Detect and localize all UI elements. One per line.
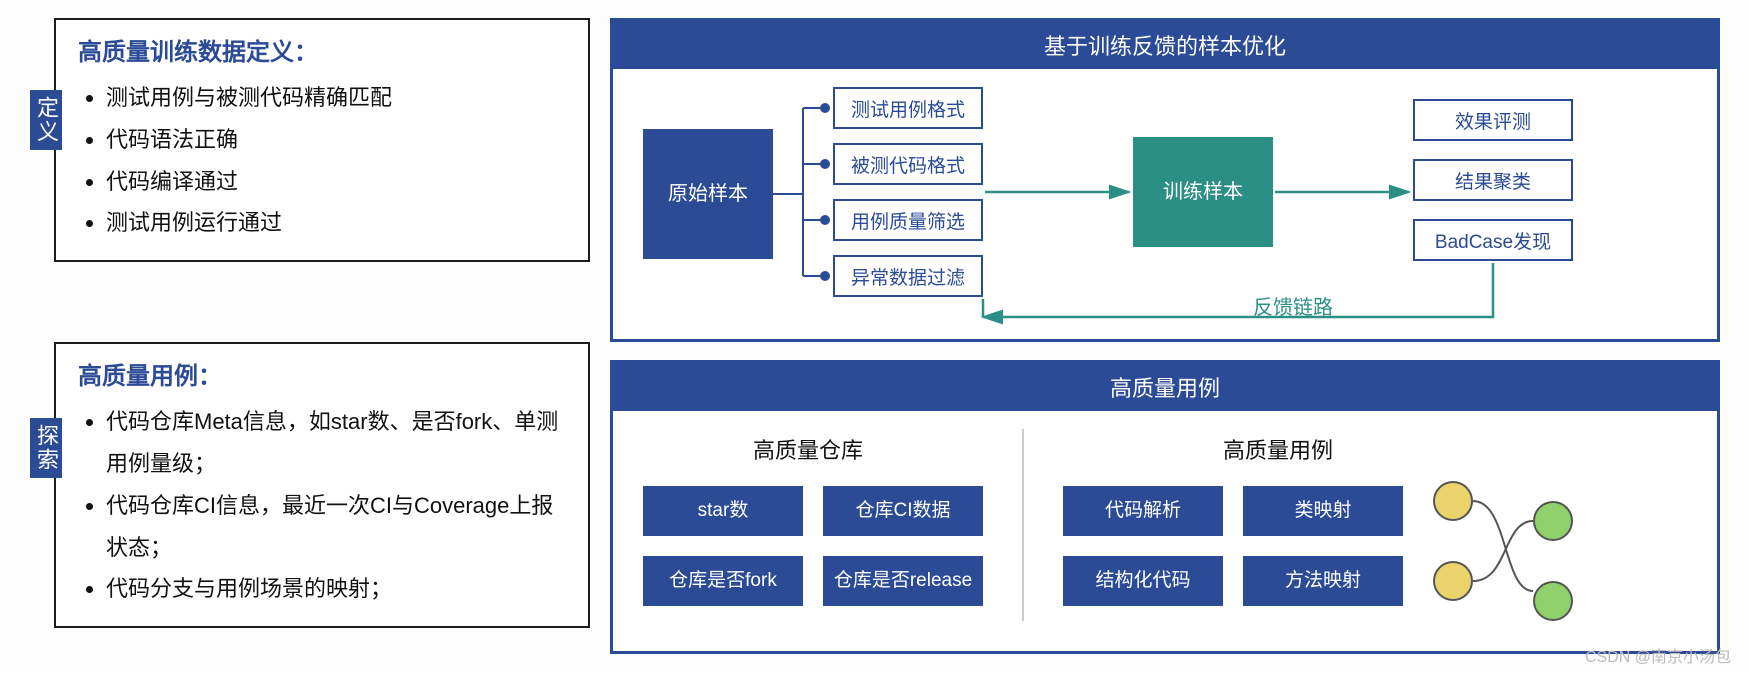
pill-methodmap: 方法映射 <box>1243 556 1403 606</box>
panel-definition-title: 高质量训练数据定义： <box>78 32 566 67</box>
list-item: 代码语法正确 <box>106 119 566 161</box>
node-origin: 原始样本 <box>643 129 773 259</box>
diagram-hq: 高质量仓库 高质量用例 star数 仓库CI数据 仓库是否fork 仓库是否re… <box>613 411 1717 651</box>
section-training-header: 基于训练反馈的样本优化 <box>613 21 1717 69</box>
pill-parse: 代码解析 <box>1063 486 1223 536</box>
subtitle-hq-case: 高质量用例 <box>1223 433 1333 465</box>
pill-ci: 仓库CI数据 <box>823 486 983 536</box>
result-item: 效果评测 <box>1413 99 1573 141</box>
filter-item: 用例质量筛选 <box>833 199 983 241</box>
branch-dot <box>820 271 830 281</box>
feedback-label: 反馈链路 <box>1253 291 1333 320</box>
result-item: BadCase发现 <box>1413 219 1573 261</box>
map-circle <box>1533 581 1573 621</box>
list-item: 代码分支与用例场景的映射； <box>106 568 566 610</box>
map-circle <box>1433 481 1473 521</box>
tab-explore: 探索 <box>30 418 62 478</box>
right-column: 基于训练反馈的样本优化 原始样本 测试用例格式 被测代码格式 用例质量筛选 异常… <box>610 18 1720 654</box>
pill-release: 仓库是否release <box>823 556 983 606</box>
watermark: CSDN @南京小汤包 <box>1585 643 1731 667</box>
map-circle <box>1433 561 1473 601</box>
diagram-training: 原始样本 测试用例格式 被测代码格式 用例质量筛选 异常数据过滤 训练样本 效果… <box>613 69 1717 339</box>
pill-fork: 仓库是否fork <box>643 556 803 606</box>
panel-explore-title: 高质量用例： <box>78 356 566 391</box>
section-high-quality-case: 高质量用例 高质量仓库 高质量用例 star数 仓库CI数据 仓库是否fork … <box>610 360 1720 654</box>
subtitle-hq-repo: 高质量仓库 <box>753 433 863 465</box>
panel-definition-list: 测试用例与被测代码精确匹配 代码语法正确 代码编译通过 测试用例运行通过 <box>78 77 566 244</box>
map-circle <box>1533 501 1573 541</box>
list-item: 代码仓库Meta信息，如star数、是否fork、单测用例量级； <box>106 401 566 485</box>
branch-dot <box>820 103 830 113</box>
pill-star: star数 <box>643 486 803 536</box>
filter-item: 被测代码格式 <box>833 143 983 185</box>
branch-dot <box>820 159 830 169</box>
list-item: 测试用例与被测代码精确匹配 <box>106 77 566 119</box>
result-item: 结果聚类 <box>1413 159 1573 201</box>
pill-struct: 结构化代码 <box>1063 556 1223 606</box>
filter-item: 测试用例格式 <box>833 87 983 129</box>
pill-classmap: 类映射 <box>1243 486 1403 536</box>
tab-definition: 定义 <box>30 90 62 150</box>
node-train: 训练样本 <box>1133 137 1273 247</box>
branch-dot <box>820 215 830 225</box>
list-item: 代码编译通过 <box>106 161 566 203</box>
section-hq-header: 高质量用例 <box>613 363 1717 411</box>
panel-explore: 高质量用例： 代码仓库Meta信息，如star数、是否fork、单测用例量级； … <box>54 342 590 628</box>
list-item: 代码仓库CI信息，最近一次CI与Coverage上报状态； <box>106 485 566 569</box>
panel-explore-list: 代码仓库Meta信息，如star数、是否fork、单测用例量级； 代码仓库CI信… <box>78 401 566 610</box>
panel-definition: 高质量训练数据定义： 测试用例与被测代码精确匹配 代码语法正确 代码编译通过 测… <box>54 18 590 262</box>
filter-item: 异常数据过滤 <box>833 255 983 297</box>
list-item: 测试用例运行通过 <box>106 202 566 244</box>
left-column: 定义 高质量训练数据定义： 测试用例与被测代码精确匹配 代码语法正确 代码编译通… <box>30 18 590 628</box>
section-training-feedback: 基于训练反馈的样本优化 原始样本 测试用例格式 被测代码格式 用例质量筛选 异常… <box>610 18 1720 342</box>
